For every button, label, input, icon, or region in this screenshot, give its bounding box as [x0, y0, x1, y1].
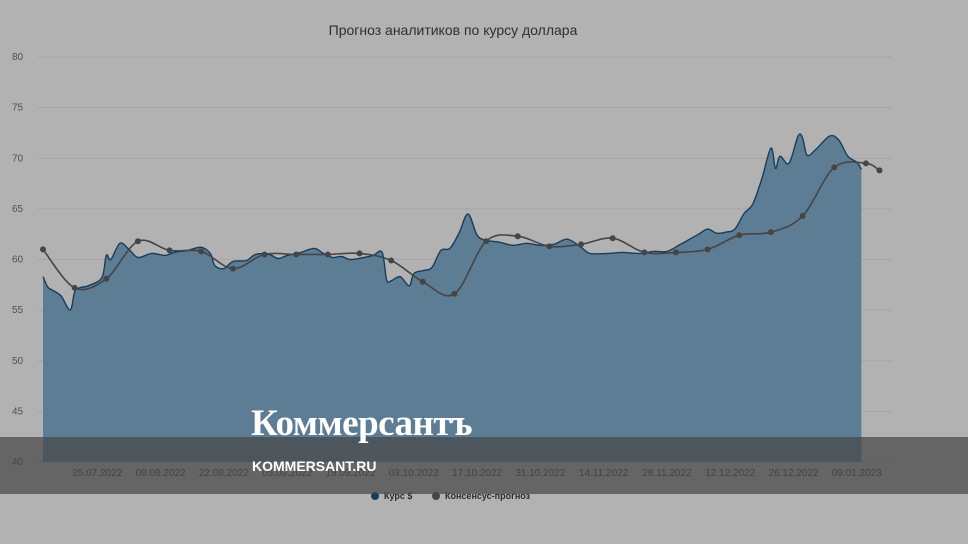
consensus-point[interactable]: [514, 233, 521, 240]
watermark-band: [0, 437, 968, 494]
consensus-point[interactable]: [673, 249, 680, 256]
consensus-point[interactable]: [609, 235, 616, 242]
rate-line: [42, 133, 862, 311]
consensus-point[interactable]: [641, 249, 648, 256]
consensus-point[interactable]: [767, 229, 774, 236]
consensus-point[interactable]: [71, 284, 78, 291]
watermark-url: KOMMERSANT.RU: [252, 458, 377, 474]
y-tick-label: 75: [12, 103, 24, 114]
consensus-line: [42, 161, 880, 297]
consensus-point[interactable]: [862, 160, 869, 167]
legend-item-rate[interactable]: Курс $: [371, 491, 412, 501]
consensus-point[interactable]: [40, 246, 46, 253]
consensus-point[interactable]: [388, 257, 395, 264]
consensus-point[interactable]: [103, 275, 110, 282]
consensus-point[interactable]: [578, 241, 585, 248]
consensus-point[interactable]: [356, 250, 363, 257]
consensus-point[interactable]: [546, 243, 553, 250]
rate-area: [43, 133, 862, 462]
legend-label-rate: Курс $: [384, 491, 412, 501]
consensus-point[interactable]: [799, 212, 806, 219]
consensus-series: [40, 160, 883, 297]
consensus-point[interactable]: [166, 247, 173, 254]
y-tick-label: 80: [12, 52, 24, 63]
legend-label-consensus: Консенсус-прогноз: [445, 491, 531, 501]
consensus-point[interactable]: [736, 232, 743, 239]
y-tick-label: 45: [12, 406, 24, 417]
consensus-point[interactable]: [198, 248, 205, 255]
chart-title: Прогноз аналитиков по курсу доллара: [329, 22, 578, 38]
y-tick-label: 60: [12, 255, 24, 266]
y-tick-label: 55: [12, 305, 24, 316]
consensus-point[interactable]: [876, 167, 883, 174]
legend-marker-consensus: [432, 492, 440, 500]
legend: Курс $ Консенсус-прогноз: [371, 491, 531, 501]
area-series: [42, 133, 862, 462]
watermark-logo: Коммерсантъ: [251, 403, 473, 444]
legend-marker-rate: [371, 492, 379, 500]
consensus-point[interactable]: [324, 251, 331, 258]
consensus-point[interactable]: [293, 251, 300, 258]
consensus-point[interactable]: [229, 265, 236, 272]
y-tick-label: 65: [12, 204, 24, 215]
y-tick-label: 50: [12, 356, 24, 367]
consensus-point[interactable]: [704, 246, 711, 253]
legend-item-consensus[interactable]: Консенсус-прогноз: [432, 491, 531, 501]
consensus-point[interactable]: [451, 290, 458, 297]
consensus-point[interactable]: [483, 238, 490, 245]
consensus-point[interactable]: [419, 278, 426, 285]
y-axis: 404550556065707580: [12, 52, 24, 468]
consensus-point[interactable]: [831, 164, 838, 171]
consensus-point[interactable]: [134, 238, 141, 245]
y-tick-label: 70: [12, 153, 24, 164]
consensus-point[interactable]: [261, 251, 268, 258]
